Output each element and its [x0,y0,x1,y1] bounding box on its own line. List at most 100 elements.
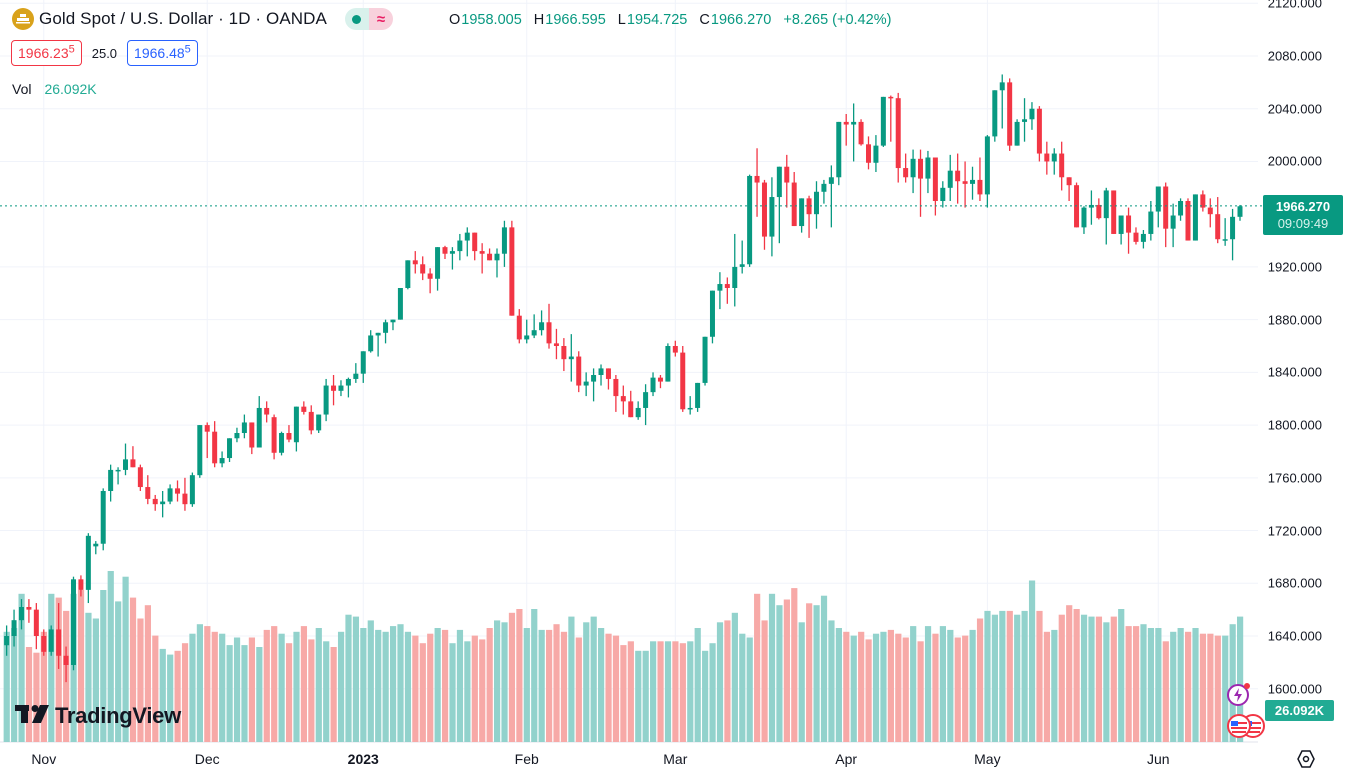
candle-body [464,232,470,241]
volume-bar [1051,629,1058,742]
candle [1126,207,1132,254]
candle-body [613,378,619,397]
candle-body [1022,119,1028,122]
status-pill[interactable]: ≈ [344,8,393,30]
candle [657,375,663,389]
candle [1185,198,1191,241]
candle [821,179,827,204]
candle [130,446,136,468]
volume-bar [189,633,196,742]
price-tick-label: 1920.000 [1267,259,1322,275]
candle [108,464,114,502]
volume-bar [1199,633,1207,742]
volume-value: 26.092K [44,81,97,97]
candle-body [1044,153,1050,162]
volume-bar [917,641,924,742]
candle [70,576,76,671]
candle [331,375,337,406]
candle-body [1170,215,1176,229]
candle-body [63,655,69,665]
buy-button[interactable]: 1966.485 [127,40,198,66]
candle [605,368,611,390]
volume-bar [546,629,553,742]
volume-bar [969,629,976,742]
candle-body [390,319,396,323]
candle-body [219,458,225,464]
volume-bar [508,612,516,742]
volume-bar [1192,628,1199,742]
candle [903,153,909,183]
volume-bar [768,593,776,742]
candle-body [18,607,24,621]
candle-body [353,373,359,379]
wave-icon: ≈ [368,8,393,30]
sell-button[interactable]: 1966.235 [11,40,82,66]
volume-bar [33,652,40,742]
candle-body [479,251,485,254]
volume-bar [100,590,107,742]
candle [761,179,767,250]
tradingview-logo[interactable]: TradingView [15,703,181,729]
candle-body [494,253,500,261]
volume-bar [1066,605,1073,742]
candle-body [843,121,849,125]
volume-bar [820,595,828,742]
bid-price: 1966.23 [18,45,69,61]
volume-legend[interactable]: Vol 26.092K [12,81,97,97]
price-tick-label: 2040.000 [1267,101,1322,117]
volume-bar [776,605,783,742]
volume-bar [11,628,18,742]
candle-body [234,433,240,439]
candle [383,319,389,344]
candle-body [509,227,515,316]
symbol-title[interactable]: Gold Spot / U.S. Dollar · 1D · OANDA [39,9,327,28]
volume-bar [360,628,367,742]
volume-bar [672,641,679,742]
candle-body [145,487,151,499]
volume-bar [1006,610,1013,742]
candle [279,431,285,456]
volume-bar [397,624,404,742]
candle-body [665,346,671,382]
volume-bar [211,631,218,742]
candle-body [962,181,968,184]
us-flag-event-icon[interactable] [1226,713,1252,739]
candle-body [256,407,262,448]
candle [1140,230,1146,249]
candle-body [583,381,589,386]
candle-body [903,168,909,178]
volume-bar [635,650,642,742]
time-tick-label: Apr [835,751,858,767]
candle [338,380,344,397]
lightning-event-icon[interactable] [1226,681,1252,707]
candle [918,149,924,217]
candle-body [999,82,1005,91]
volume-bar [25,647,33,742]
candle [85,533,91,604]
candle [940,181,946,208]
volume-bar [1036,610,1043,742]
volume-bar [122,576,129,742]
candle [427,268,433,294]
volume-bar [174,650,181,742]
volume-bar [709,643,716,742]
candle [561,338,567,372]
candle-body [925,157,931,179]
volume-bar [538,629,545,742]
candle-body [212,431,218,464]
candle [806,195,812,238]
candle [368,330,374,353]
volume-bar [486,628,493,742]
volume-bar [1014,614,1021,742]
candle-body [308,411,314,431]
candle-body [1036,108,1042,154]
candle [1022,98,1028,142]
volume-bar [77,590,85,742]
candle [249,422,255,455]
volume-bar [256,647,263,742]
volume-bars [3,571,1244,742]
price-tick-label: 1680.000 [1267,575,1322,591]
settings-hexagon-icon[interactable] [1296,749,1316,769]
volume-bar [352,616,360,742]
